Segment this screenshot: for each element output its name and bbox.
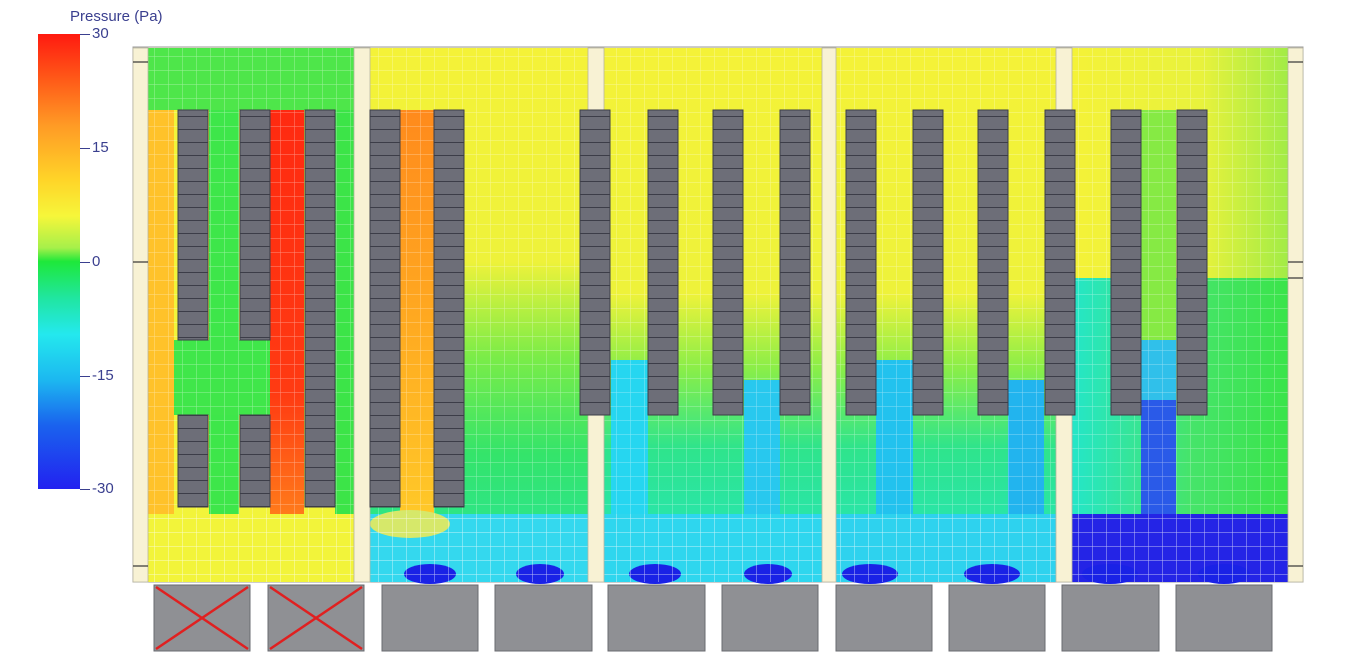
rack	[647, 109, 679, 416]
cooling-unit	[721, 584, 819, 652]
rack	[912, 109, 944, 416]
colorbar-tick-label-15: 15	[92, 139, 109, 156]
zone-separators	[132, 47, 1304, 583]
colorbar-tick-label-0: 0	[92, 253, 101, 270]
rack	[579, 109, 611, 416]
rack	[1110, 109, 1142, 416]
rack	[779, 109, 811, 416]
colorbar-tick-label-neg15: -15	[92, 367, 114, 384]
cooling-unit	[494, 584, 593, 652]
cooling-units	[153, 584, 1273, 652]
pressure-colorbar	[38, 34, 80, 489]
rack	[845, 109, 877, 416]
colorbar-tick	[80, 34, 90, 35]
legend-title: Pressure (Pa)	[70, 8, 163, 25]
rack	[977, 109, 1009, 416]
colorbar-tick	[80, 376, 90, 377]
rack	[304, 109, 336, 508]
colorbar-tick	[80, 148, 90, 149]
rack	[433, 109, 465, 508]
colorbar-tick-label-30: 30	[92, 25, 109, 42]
cooling-unit	[835, 584, 933, 652]
rack	[369, 109, 401, 508]
rack	[239, 109, 271, 341]
cooling-unit	[381, 584, 479, 652]
cooling-unit	[1175, 584, 1273, 652]
colorbar-tick-label-neg30: -30	[92, 480, 114, 497]
colorbar-tick	[80, 262, 90, 263]
separator-ticks	[133, 61, 1303, 567]
rack	[1044, 109, 1076, 416]
cooling-unit	[948, 584, 1046, 652]
rack	[712, 109, 744, 416]
red-x-icon	[269, 585, 363, 651]
rack	[1176, 109, 1208, 416]
rack	[177, 109, 209, 341]
rack	[239, 414, 271, 508]
cooling-unit	[607, 584, 706, 652]
cooling-unit	[1061, 584, 1160, 652]
colorbar-tick	[80, 489, 90, 490]
rack	[177, 414, 209, 508]
red-x-icon	[155, 585, 249, 651]
server-racks	[177, 109, 1208, 508]
